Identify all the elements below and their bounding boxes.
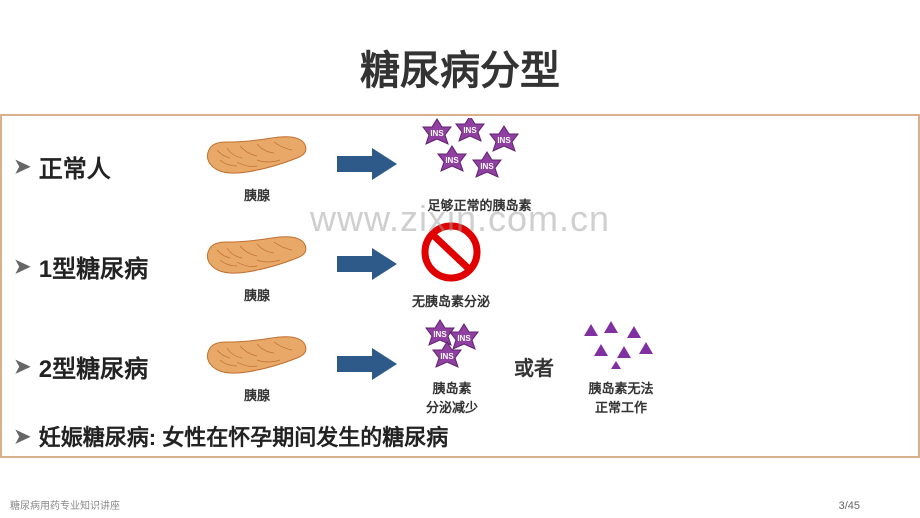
result-label: 胰岛素无法 正常工作 <box>576 378 666 416</box>
svg-text:INS: INS <box>457 334 471 343</box>
svg-text:INS: INS <box>497 136 511 145</box>
row-type2-label: ➤ 2型糖尿病 <box>2 349 192 384</box>
pancreas-label: 胰腺 <box>192 285 322 304</box>
result-label: 胰岛素 分泌减少 <box>412 378 492 416</box>
row-text: 正常人 <box>39 149 111 184</box>
arrow-icon <box>322 144 412 189</box>
pancreas-type2: 胰腺 <box>192 328 322 404</box>
row-type1: ➤ 1型糖尿病 胰腺 <box>2 216 918 316</box>
insulin-reduced: INS INS INS 胰岛素 分泌减少 <box>412 316 492 416</box>
bullet-icon: ➤ <box>14 424 31 449</box>
content-frame: ➤ 正常人 胰腺 <box>0 114 920 458</box>
row-type2: ➤ 2型糖尿病 胰腺 <box>2 316 918 416</box>
svg-text:INS: INS <box>433 330 447 339</box>
insulin-cluster-normal: INS INS INS INS <box>412 118 547 214</box>
row-normal: ➤ 正常人 胰腺 <box>2 116 918 216</box>
svg-text:INS: INS <box>430 129 444 138</box>
svg-text:INS: INS <box>480 162 494 171</box>
row-type1-label: ➤ 1型糖尿病 <box>2 249 192 284</box>
page-number: 3/45 <box>839 500 860 512</box>
row-normal-label: ➤ 正常人 <box>2 149 192 184</box>
svg-text:INS: INS <box>463 126 477 135</box>
bullet-icon: ➤ <box>14 354 31 379</box>
pancreas-label: 胰腺 <box>192 185 322 204</box>
or-text: 或者 <box>514 352 554 381</box>
footer-note: 糖尿病用药专业知识讲座 <box>10 497 120 512</box>
slide-title: 糖尿病分型 <box>0 0 920 114</box>
arrow-icon <box>322 244 412 289</box>
insulin-not-working: 胰岛素无法 正常工作 <box>576 316 666 416</box>
result-label: 无胰岛素分泌 <box>412 291 490 310</box>
pancreas-type1: 胰腺 <box>192 228 322 304</box>
arrow-icon <box>322 344 412 389</box>
no-insulin-icon: 无胰岛素分泌 <box>412 222 490 310</box>
bullet-icon: ➤ <box>14 154 31 179</box>
result-label: 足够正常的胰岛素 <box>412 195 547 214</box>
row-text: 1型糖尿病 <box>39 249 148 284</box>
row-gestational: ➤ 妊娠糖尿病: 女性在怀孕期间发生的糖尿病 <box>2 416 918 456</box>
pancreas-label: 胰腺 <box>192 385 322 404</box>
svg-text:INS: INS <box>445 156 459 165</box>
svg-text:INS: INS <box>440 352 454 361</box>
pancreas-normal: 胰腺 <box>192 128 322 204</box>
row-text: 妊娠糖尿病: 女性在怀孕期间发生的糖尿病 <box>39 420 448 452</box>
bullet-icon: ➤ <box>14 254 31 279</box>
row-text: 2型糖尿病 <box>39 349 148 384</box>
